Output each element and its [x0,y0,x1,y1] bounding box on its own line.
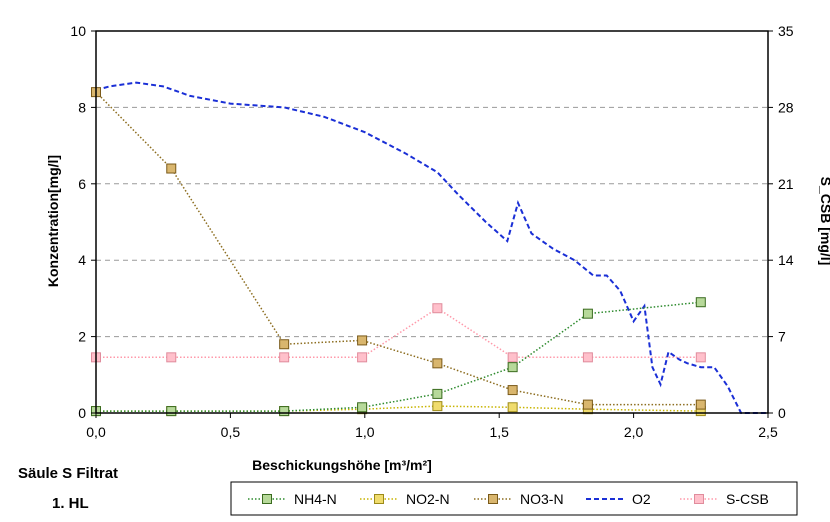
data-point-s-csb [507,352,518,363]
legend-label: S-CSB [726,491,769,507]
data-point-s-csb [166,352,177,363]
y2-tick-label: 35 [778,23,794,39]
y-tick-label: 6 [78,176,86,192]
x-tick-label: 1,5 [489,424,509,440]
data-point-s-csb [582,352,593,363]
series-no3-n [91,87,706,410]
legend-item-no3-n: NO3-N [474,491,564,507]
legend: NH4-N NO2-N NO3-N O2 S-CSB [230,481,798,516]
data-point-nh4-n [166,406,177,417]
legend-marker [374,494,384,504]
legend-item-nh4-n: NH4-N [248,491,337,507]
series-nh4-n [91,297,706,417]
x-axis-title: Beschickungshöhe [m³/m²] [252,457,432,473]
data-point-nh4-n [582,308,593,319]
data-point-no3-n [357,335,368,346]
series-line-o2 [95,81,768,414]
data-point-s-csb [695,352,706,363]
data-point-nh4-n [279,406,290,417]
grid-lines [96,106,768,338]
y-tick-label: 4 [78,252,86,268]
y2-tick-label: 0 [778,405,786,421]
y-axis-title: Konzentration[mg/l] [45,155,61,287]
legend-item-o2: O2 [586,491,651,507]
data-point-nh4-n [695,297,706,308]
y2-tick-label: 7 [778,329,786,345]
series-o2 [95,81,768,414]
legend-marker [488,494,498,504]
chart-caption-line1: Säule S Filtrat [18,465,118,482]
legend-marker [262,494,272,504]
x-tick-label: 0,0 [86,424,106,440]
series-layer [91,81,768,417]
axis-ticks: 0 2 4 6 8 10 0 7 14 21 28 35 0,0 0,5 1,0 1,5 2,0 2,5 [70,23,793,440]
legend-label: NO2-N [406,491,450,507]
x-tick-label: 2,0 [624,424,644,440]
y2-tick-label: 28 [778,99,794,115]
data-point-no3-n [432,358,443,369]
data-point-s-csb [279,352,290,363]
legend-label: NH4-N [294,491,337,507]
data-point-s-csb [357,352,368,363]
data-point-nh4-n [357,402,368,413]
data-point-s-csb [432,303,443,314]
data-point-no3-n [166,163,177,174]
y-tick-label: 10 [70,23,86,39]
data-point-no3-n [695,399,706,410]
series-line-s-csb [96,307,701,359]
y2-tick-label: 14 [778,252,794,268]
series-s-csb [91,303,706,363]
plot-area-frame [95,30,769,414]
legend-marker [694,494,704,504]
data-point-no2-n [507,402,518,413]
x-tick-label: 2,5 [758,424,778,440]
y2-axis-title: S_CSB [mg/l] [818,177,830,266]
legend-label: O2 [632,491,651,507]
data-point-no3-n [507,385,518,396]
x-tick-label: 0,5 [221,424,241,440]
data-point-no3-n [582,399,593,410]
series-line-no3-n [95,91,701,406]
y-tick-label: 0 [78,405,86,421]
data-point-no3-n [279,339,290,350]
y-tick-label: 8 [78,99,86,115]
y-tick-label: 2 [78,329,86,345]
data-point-no2-n [432,401,443,412]
y2-tick-label: 21 [778,176,794,192]
x-tick-label: 1,0 [355,424,375,440]
series-line-no2-n [96,405,701,412]
legend-item-no2-n: NO2-N [360,491,450,507]
legend-label: NO3-N [520,491,564,507]
chart-caption-line2: 1. HL [52,495,89,512]
data-point-nh4-n [507,362,518,373]
data-point-nh4-n [432,388,443,399]
legend-item-s-csb: S-CSB [680,491,769,507]
